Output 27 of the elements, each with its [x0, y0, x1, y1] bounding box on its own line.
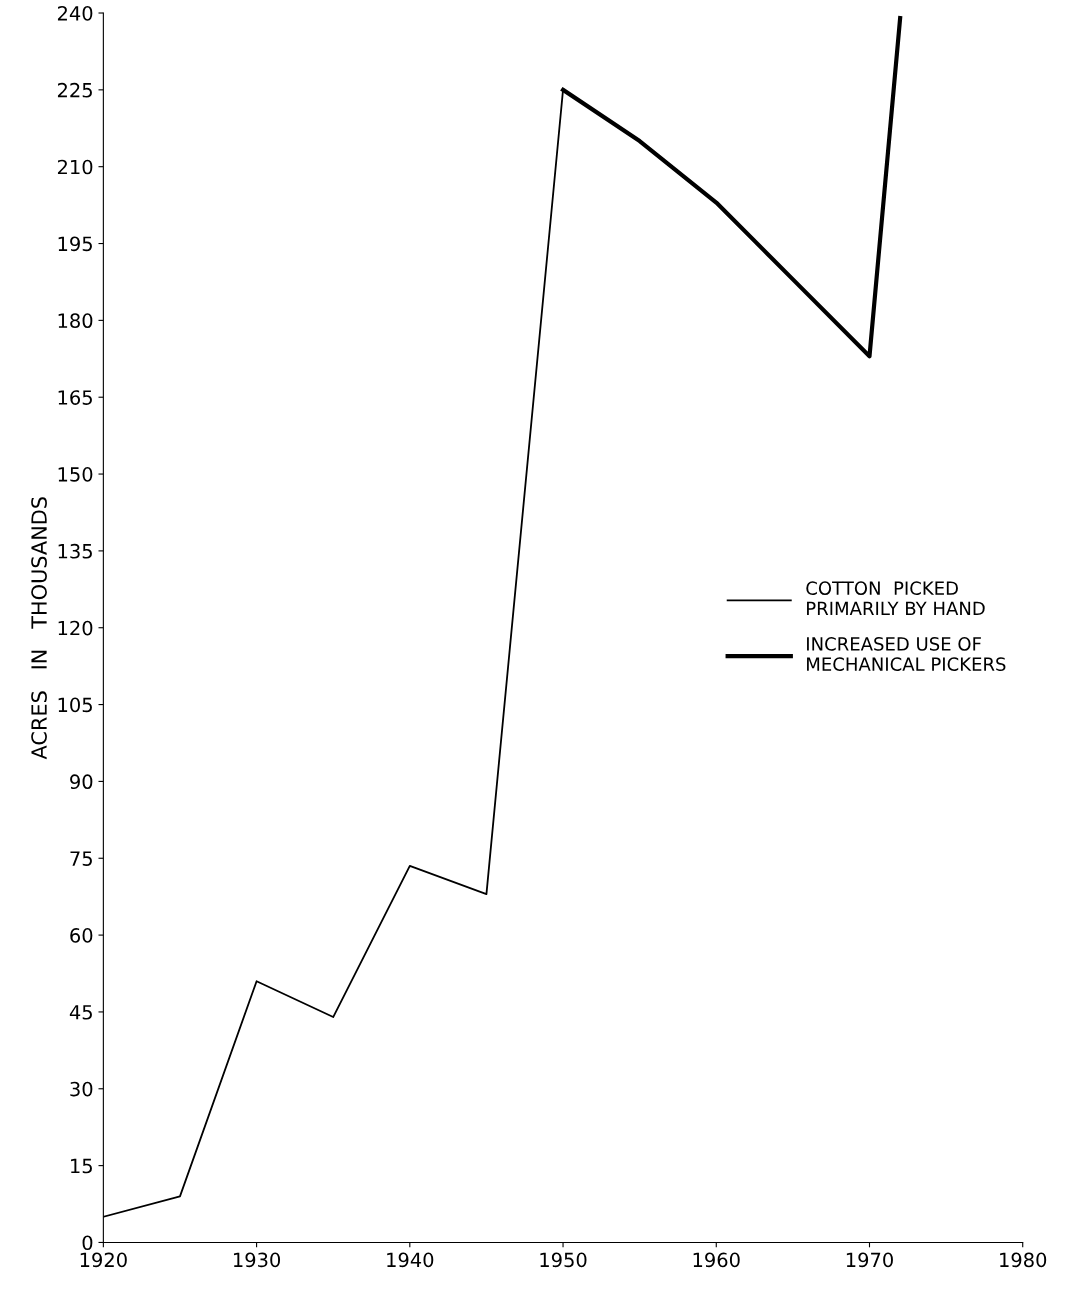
y-tick-label: 45: [69, 1005, 92, 1020]
y-tick-label: 165: [58, 390, 92, 405]
y-tick-label: 90: [70, 774, 93, 790]
legend-label: INCREASED USE OF MECHANICAL PICKERS: [807, 637, 1006, 671]
y-tick-label: 15: [71, 1158, 92, 1174]
y-tick-label: 60: [70, 928, 93, 943]
x-tick-label: 1960: [693, 1252, 740, 1268]
y-tick-label: 30: [70, 1081, 93, 1097]
legend-label: COTTON PICKED PRIMARILY BY HAND: [806, 581, 985, 615]
x-tick-label: 1980: [1000, 1252, 1047, 1268]
x-tick-label: 1940: [387, 1252, 434, 1268]
y-tick-label: 180: [58, 313, 93, 329]
y-tick-label: 135: [58, 543, 92, 559]
x-tick-label: 1930: [233, 1252, 281, 1268]
y-tick-label: 150: [58, 467, 93, 482]
x-tick-label: 1950: [540, 1252, 587, 1268]
y-axis-title: ACRES IN THOUSANDS: [31, 497, 47, 760]
y-tick-label: 240: [57, 5, 93, 21]
y-tick-label: 225: [57, 82, 92, 98]
y-tick-label: 0: [82, 1235, 93, 1251]
y-tick-label: 105: [58, 697, 92, 713]
y-tick-label: 120: [58, 620, 93, 636]
y-tick-label: 75: [70, 851, 92, 866]
x-tick-label: 1970: [846, 1252, 893, 1268]
x-tick-label: 1920: [80, 1252, 127, 1268]
y-tick-label: 210: [57, 159, 93, 175]
y-tick-label: 195: [58, 236, 92, 252]
